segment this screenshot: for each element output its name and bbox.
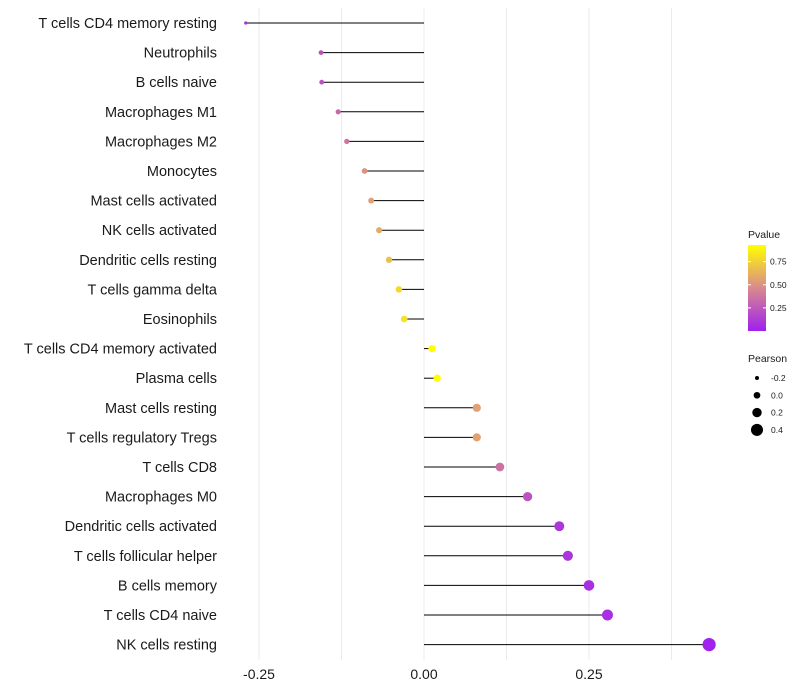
y-category-label: Neutrophils (144, 46, 217, 62)
y-category-label: B cells memory (118, 578, 218, 594)
lollipop-point (562, 550, 573, 561)
y-category-label: Eosinophils (143, 312, 217, 328)
y-category-label: Macrophages M2 (105, 134, 217, 150)
y-category-label: Plasma cells (136, 371, 217, 387)
legend-size-point (755, 376, 759, 380)
lollipop-point (319, 79, 325, 85)
legend-size-point (750, 423, 764, 436)
lollipop-point (583, 580, 595, 591)
lollipop-point (361, 168, 368, 174)
legend-size-point (753, 391, 761, 399)
y-category-label: T cells CD4 memory activated (24, 342, 217, 358)
lollipop-point (376, 227, 383, 234)
lollipop-point (368, 197, 375, 204)
y-category-label: Macrophages M0 (105, 490, 217, 506)
lollipop-point (433, 374, 441, 382)
legend-pvalue-tick-label: 0.25 (770, 303, 787, 313)
y-category-label: NK cells activated (102, 223, 217, 239)
y-category-label: Dendritic cells activated (65, 519, 217, 535)
legend-pvalue-colorbar (748, 245, 766, 331)
lollipop-point (495, 462, 505, 472)
y-category-label: Macrophages M1 (105, 105, 217, 121)
y-category-label: NK cells resting (116, 638, 217, 654)
lollipop-point (344, 138, 350, 145)
lollipop-point (244, 21, 248, 25)
lollipop-point (400, 315, 408, 323)
legend-pearson-label: -0.2 (771, 373, 786, 383)
y-category-label: T cells CD4 naive (104, 608, 217, 624)
x-tick-label: -0.25 (243, 666, 275, 682)
y-category-label: Mast cells activated (90, 194, 217, 210)
y-category-label: T cells CD8 (142, 460, 217, 476)
lollipop-point (472, 403, 481, 412)
legend-pvalue-tick-label: 0.75 (770, 257, 787, 267)
lollipop-point (702, 638, 716, 652)
grid-lines (258, 8, 672, 660)
lollipop-point (522, 491, 533, 502)
y-category-label: Mast cells resting (105, 401, 217, 417)
lollipop-point (395, 286, 403, 293)
lollipop-point (428, 344, 436, 353)
x-tick-label: 0.25 (575, 666, 602, 682)
y-category-label: Dendritic cells resting (79, 253, 217, 269)
y-category-label: T cells CD4 memory resting (38, 16, 217, 32)
legend-pearson-label: 0.2 (771, 408, 783, 418)
lollipop-point (385, 256, 393, 263)
legend-pearson-label: 0.4 (771, 425, 783, 435)
y-category-label: T cells follicular helper (74, 549, 217, 565)
x-tick-label: 0.00 (410, 666, 437, 682)
lollipop-point (318, 50, 324, 56)
legend-pvalue-tick-label: 0.50 (770, 280, 787, 290)
y-category-label: T cells gamma delta (88, 282, 218, 298)
y-category-label: T cells regulatory Tregs (67, 430, 217, 446)
legend-pearson-label: 0.0 (771, 390, 783, 400)
legend-size-point (752, 407, 762, 418)
lollipop-point (472, 433, 481, 442)
y-category-label: Monocytes (147, 164, 217, 180)
lollipop-point (554, 521, 565, 532)
legend-pearson-title: Pearson (748, 353, 787, 365)
lollipop-point (335, 109, 341, 115)
lollipop-point (601, 609, 613, 621)
legend-pvalue-title: Pvalue (748, 229, 780, 241)
y-category-label: B cells naive (136, 75, 217, 91)
